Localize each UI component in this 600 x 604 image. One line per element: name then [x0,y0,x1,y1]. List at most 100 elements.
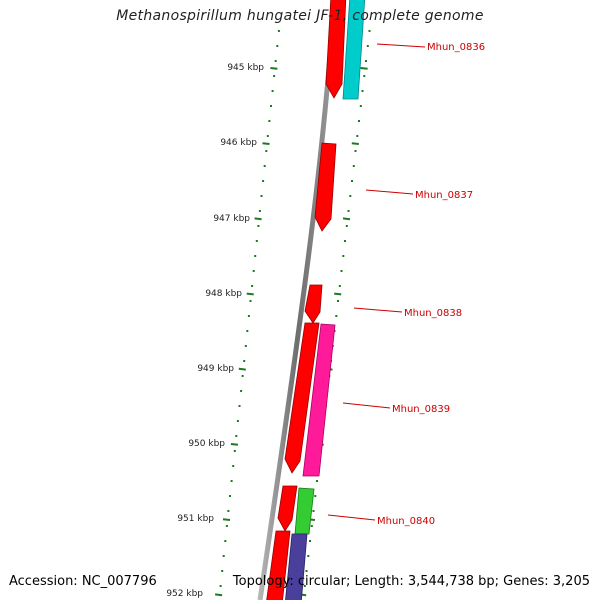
ruler-dot [345,225,348,227]
gene-label-mhun-0837[interactable]: Mhun_0837 [415,190,473,201]
ruler-dot [368,30,371,32]
feature-mhun-0840-cds[interactable] [277,485,298,532]
ruler-dot [361,90,364,92]
scale-tick [254,217,262,221]
ruler-dot [262,180,265,182]
ruler-dot [274,60,277,62]
ruler-dot [271,90,274,92]
scale-tick [360,67,368,70]
ruler-dot [352,165,355,167]
scale-label-952: 952 kbp [166,589,203,599]
ruler-dot [249,300,252,302]
feature-next-cds[interactable] [265,530,291,604]
ruler-dot [310,525,313,527]
ruler-dot [316,480,318,482]
scale-tick [246,292,254,296]
feature-mhun-0840-gene[interactable] [294,487,315,535]
ruler-dot [263,165,266,167]
ruler-dot [221,570,224,572]
ruler-dot [338,285,341,287]
scale-label-947: 947 kbp [213,214,250,224]
scale-tick [238,367,246,371]
feature-mhun-0837-cds[interactable] [314,142,337,232]
ruler-dot [241,375,244,377]
feature-mhun-0839-cds[interactable] [284,322,320,474]
scale-tick [334,292,342,296]
gene-labels[interactable]: Mhun_0836 Mhun_0837 Mhun_0838 Mhun_0839 … [327,42,485,527]
ruler-dot [257,225,260,227]
scale-labels: 945 kbp 946 kbp 947 kbp 948 kbp 949 kbp … [166,63,264,599]
ruler-dot [244,345,247,347]
ruler-dot [342,255,345,257]
scale-label-948: 948 kbp [205,289,242,299]
ruler-dot [335,315,338,317]
ruler-dot [356,135,359,137]
ruler-dot [340,270,343,272]
map-title: Methanospirillum hungatei JF-1, complete… [116,8,484,24]
leader-line-mhun-0839 [342,402,391,409]
ruler-dot [358,120,360,122]
ruler-dot [240,390,243,392]
feature-mhun-0838-cds[interactable] [304,284,323,324]
scale-tick [270,67,278,70]
scale-tick [222,518,231,521]
inner-scale-ticks [214,67,278,597]
leader-line-mhun-0840 [327,514,376,521]
ruler-dot [232,465,235,467]
gene-label-mhun-0838[interactable]: Mhun_0838 [404,308,462,319]
ruler-dot [305,570,308,572]
ruler-dot [235,435,238,437]
ruler-dot [251,285,254,287]
accession-text: Accession: NC_007796 [9,574,157,589]
feature-next-gene[interactable] [284,533,308,604]
scale-tick [214,593,223,597]
leader-line-mhun-0836 [376,43,426,48]
ruler-dot [230,480,233,482]
scale-tick [262,142,270,145]
ruler-dot [314,495,317,497]
ruler-dot [236,420,239,422]
gene-label-mhun-0836[interactable]: Mhun_0836 [427,42,485,53]
gene-features[interactable] [265,0,366,604]
leader-line-mhun-0837 [365,189,414,195]
ruler-dot [365,60,367,62]
gene-label-mhun-0839[interactable]: Mhun_0839 [392,404,450,415]
gene-label-mhun-0840[interactable]: Mhun_0840 [377,516,435,527]
ruler-dot [354,150,357,152]
ruler-dot [254,255,257,257]
ruler-dot [309,540,311,542]
ruler-dot [238,405,241,407]
ruler-dot [268,120,271,122]
ruler-dot [303,585,306,587]
ruler-dot [363,75,366,77]
scale-label-950: 950 kbp [188,439,225,449]
ruler-dot [347,210,350,212]
feature-mhun-0836-cds[interactable] [325,0,347,99]
feature-mhun-0836-gene[interactable] [342,0,366,100]
scale-label-946: 946 kbp [220,138,257,148]
feature-mhun-0839-gene[interactable] [302,323,336,477]
ruler-dot [351,180,353,182]
genome-summary-text: Topology: circular; Length: 3,544,738 bp… [232,574,590,589]
ruler-dot [255,240,258,242]
ruler-dot [344,240,346,242]
ruler-dot [247,315,250,317]
ruler-dot [229,495,231,497]
ruler-dot [222,555,225,557]
ruler-dot [349,195,352,197]
ruler-dot [252,270,255,272]
ruler-dot [246,330,249,332]
ruler-dot [260,195,263,197]
leader-line-mhun-0838 [353,307,403,313]
scale-label-945: 945 kbp [227,63,264,73]
inner-ruler-dots [219,30,280,587]
ruler-dot [276,45,279,47]
ruler-dot [312,510,315,512]
ruler-dot [273,75,276,77]
scale-label-951: 951 kbp [177,514,214,524]
scale-tick [342,217,351,221]
scale-label-949: 949 kbp [197,364,234,374]
ruler-dot [337,300,339,302]
